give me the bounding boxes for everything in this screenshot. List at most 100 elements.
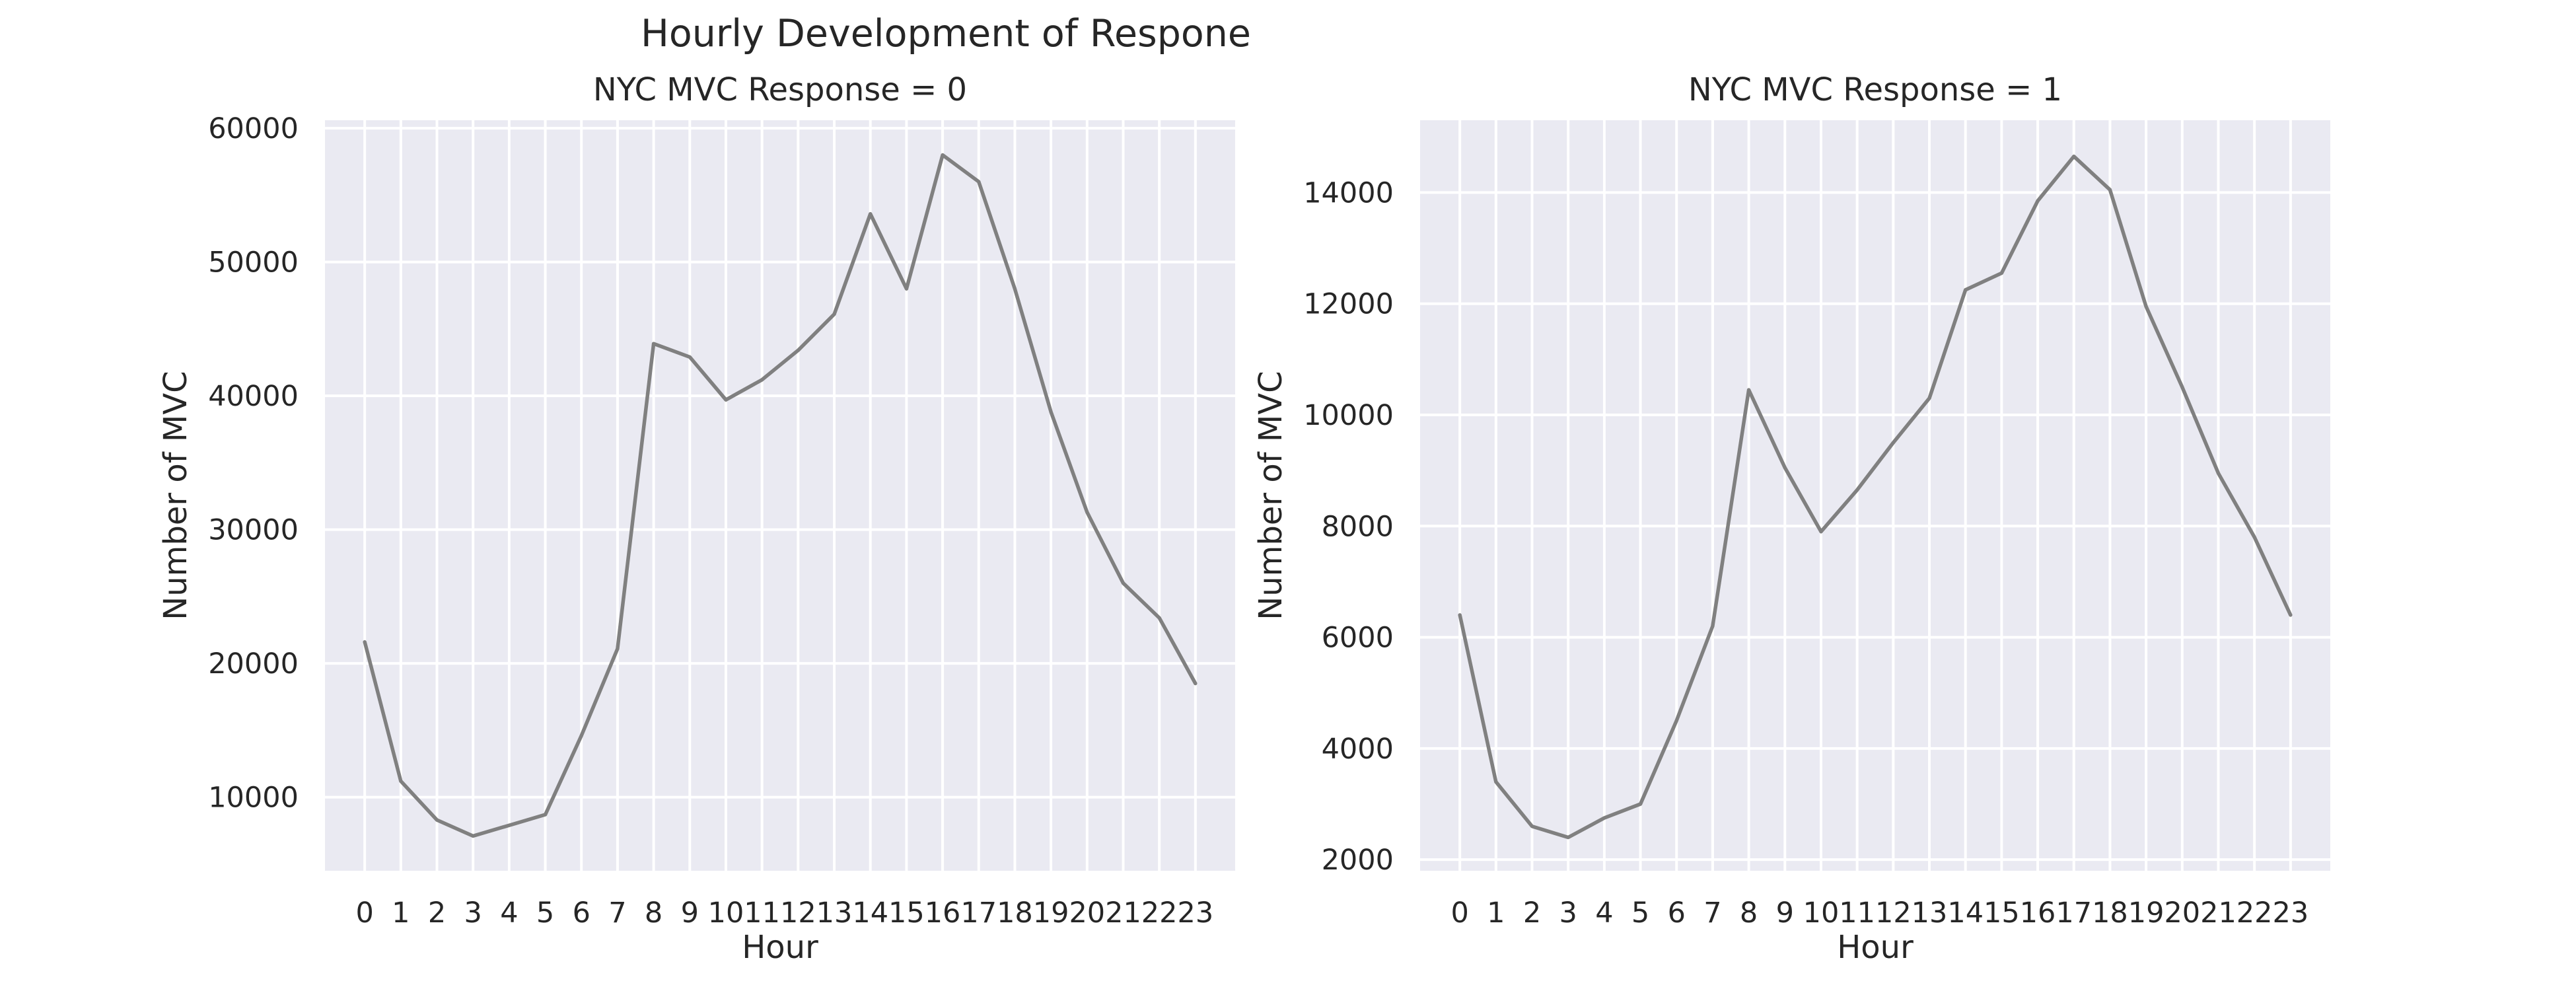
x-tick-label: 15 [888,897,925,930]
x-tick-label: 1 [1487,897,1505,930]
plot-area [325,120,1235,871]
x-tick-label: 13 [1912,897,1948,930]
data-point [2180,385,2184,389]
x-tick-label: 16 [925,897,961,930]
data-point [1602,816,1606,820]
data-point [652,342,656,346]
x-tick-label: 23 [1177,897,1213,930]
data-point [1783,466,1787,470]
data-point [1674,719,1678,723]
x-tick-label: 15 [1984,897,2020,930]
x-tick-label: 11 [1839,897,1875,930]
x-tick-label: 0 [1450,897,1468,930]
x-tick-label: 4 [1595,897,1613,930]
data-point [579,733,583,737]
y-axis-label: Number of MVC [157,371,194,620]
x-tick-label: 22 [2236,897,2273,930]
x-tick-label: 22 [1141,897,1178,930]
x-tick-label: 7 [1703,897,1721,930]
x-tick-label: 14 [852,897,888,930]
data-point [544,813,548,817]
data-point [1157,616,1161,620]
x-tick-label: 7 [608,897,626,930]
x-tick-label: 19 [2128,897,2165,930]
y-tick-label: 40000 [208,380,299,413]
data-point [941,153,945,157]
y-tick-label: 30000 [208,514,299,547]
x-tick-label: 5 [1631,897,1649,930]
data-point [1964,288,1968,292]
data-point [2072,155,2076,159]
data-point [1194,682,1198,686]
y-tick-label: 20000 [208,647,299,680]
y-tick-label: 12000 [1303,288,1394,321]
x-tick-label: 12 [1875,897,1912,930]
data-point [2036,199,2040,203]
y-tick-label: 10000 [1303,399,1394,432]
x-tick-label: 20 [1069,897,1105,930]
x-tick-label: 6 [573,897,590,930]
data-point [1891,441,1895,445]
data-point [616,647,620,651]
y-tick-label: 50000 [208,246,299,279]
data-point [1494,780,1498,784]
data-point [724,398,728,402]
subplot-response-0: 0 1 2 3 4 5 6 7 8 9 10 11 12 13 14 15 16 17 18 19 20 21 22 2310… [157,71,1235,966]
data-point [435,818,439,822]
x-tick-label: 4 [500,897,518,930]
y-tick-label: 2000 [1322,844,1394,877]
data-point [796,348,800,352]
x-tick-label: 6 [1668,897,1686,930]
data-point [2144,305,2148,309]
x-tick-label: 9 [1776,897,1794,930]
data-point [688,355,692,359]
figure-title: Hourly Development of Respone [641,12,1251,55]
x-tick-label: 13 [816,897,853,930]
x-tick-label: 2 [428,897,446,930]
data-point [1639,802,1643,806]
subplot-title: NYC MVC Response = 1 [1688,71,2062,108]
data-point [1747,388,1751,392]
x-tick-label: 20 [2164,897,2200,930]
plot-area [1420,120,2330,871]
data-point [1999,271,2003,275]
y-tick-label: 6000 [1322,622,1394,655]
data-point [471,834,475,838]
data-point [1819,530,1823,534]
y-tick-label: 8000 [1322,510,1394,543]
data-point [1013,287,1017,291]
x-tick-label: 9 [681,897,699,930]
x-tick-label: 3 [464,897,482,930]
data-point [904,287,908,291]
x-tick-label: 18 [2092,897,2128,930]
data-point [1049,410,1053,414]
data-point [1711,624,1715,628]
x-tick-label: 17 [960,897,997,930]
data-point [832,312,836,316]
data-point [363,640,367,644]
x-tick-label: 16 [2020,897,2056,930]
x-tick-label: 19 [1033,897,1069,930]
data-point [2289,613,2293,617]
data-point [2216,471,2220,475]
subplot-response-1: 0 1 2 3 4 5 6 7 8 9 10 11 12 13 14 15 16 17 18 19 20 21 22 2320… [1252,71,2330,966]
data-point [1927,396,1931,400]
x-tick-label: 21 [1105,897,1141,930]
x-tick-label: 18 [997,897,1033,930]
y-tick-label: 10000 [208,782,299,815]
x-tick-label: 0 [355,897,373,930]
data-point [1085,510,1089,514]
x-tick-label: 8 [1740,897,1758,930]
series-line [1458,154,2293,840]
data-point [977,180,981,184]
data-point [1458,613,1462,617]
data-point [1121,581,1125,585]
y-axis-label: Number of MVC [1252,371,1289,620]
data-point [2252,535,2256,539]
series-line [363,153,1198,838]
x-tick-label: 17 [2056,897,2092,930]
x-axis-label: Hour [1837,929,1914,966]
data-point [1530,825,1534,828]
y-tick-label: 14000 [1303,176,1394,209]
